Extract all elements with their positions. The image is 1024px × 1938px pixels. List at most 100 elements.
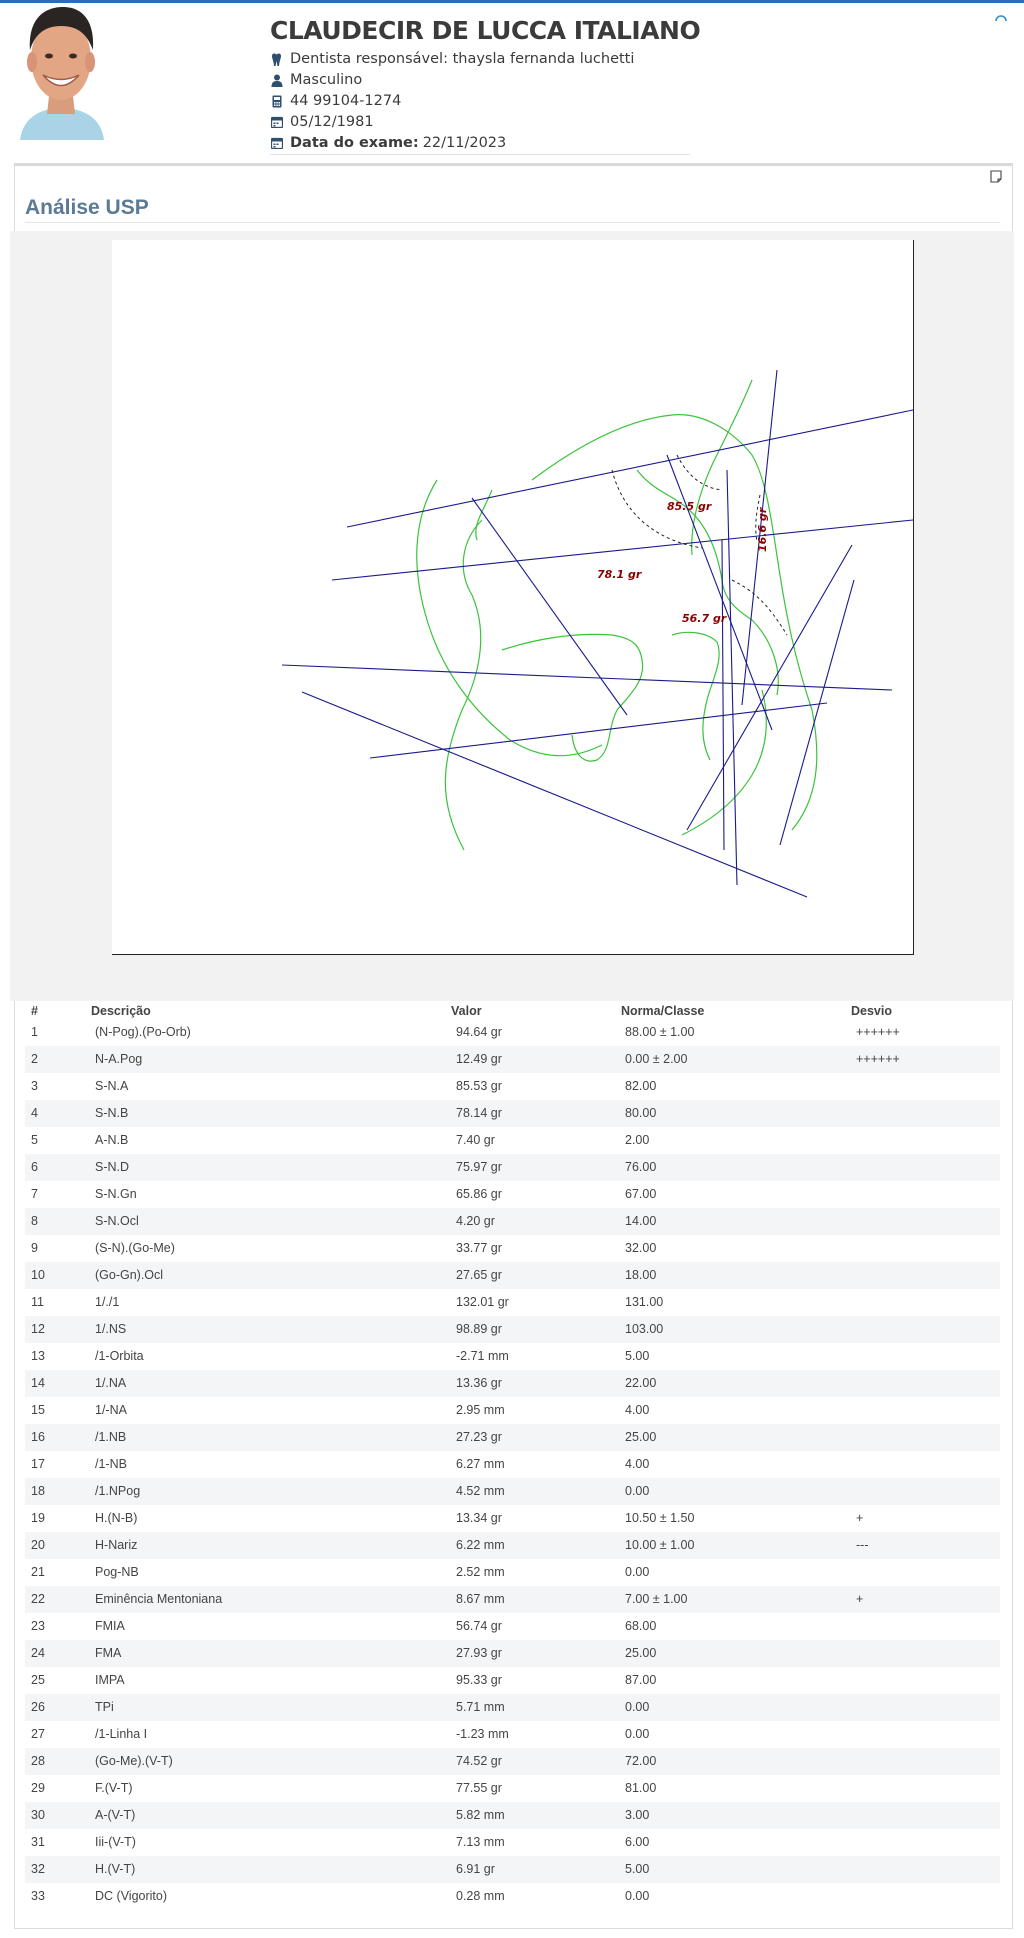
table-row: 24 FMA 27.93 gr 25.00 bbox=[25, 1640, 1000, 1667]
table-header: # Descrição Valor Norma/Classe Desvio bbox=[25, 1001, 1000, 1019]
contour-chin bbox=[681, 689, 767, 836]
row-value: 13.34 gr bbox=[456, 1511, 502, 1525]
table-row: 25 IMPA 95.33 gr 87.00 bbox=[25, 1667, 1000, 1694]
arc-sna bbox=[611, 469, 703, 549]
arc-snb bbox=[676, 454, 723, 491]
cephalometric-tracing: 85.5 gr 78.1 gr 56.7 gr 16.6 gr bbox=[112, 240, 914, 955]
table-row: 11 1/./1 132.01 gr 131.00 bbox=[25, 1289, 1000, 1316]
row-value: 27.23 gr bbox=[456, 1430, 502, 1444]
calendar-icon bbox=[270, 115, 283, 129]
row-value: 6.22 mm bbox=[456, 1538, 505, 1552]
row-norm: 76.00 bbox=[625, 1160, 657, 1174]
table-row: 14 1/.NA 13.36 gr 22.00 bbox=[25, 1370, 1000, 1397]
row-description: A-(V-T) bbox=[95, 1808, 136, 1822]
row-norm: 6.00 bbox=[625, 1835, 650, 1849]
row-description: H.(N-B) bbox=[95, 1511, 138, 1525]
table-row: 4 S-N.B 78.14 gr 80.00 bbox=[25, 1100, 1000, 1127]
exam-date-label: Data do exame: bbox=[290, 135, 419, 151]
row-description: S-N.B bbox=[95, 1106, 129, 1120]
analysis-table: 1 (N-Pog).(Po-Orb) 94.64 gr 88.00 ± 1.00 +++… bbox=[25, 1019, 1000, 1910]
loading-spinner-icon bbox=[994, 14, 1008, 28]
line-frankfort bbox=[331, 519, 914, 581]
row-deviation: + bbox=[856, 1511, 864, 1525]
table-row: 15 1/-NA 2.95 mm 4.00 bbox=[25, 1397, 1000, 1424]
row-description: 1/-NA bbox=[95, 1403, 127, 1417]
row-value: 6.91 gr bbox=[456, 1862, 495, 1876]
row-norm: 82.00 bbox=[625, 1079, 657, 1093]
anatomy-contours bbox=[416, 379, 818, 851]
gender-row: Masculino bbox=[270, 70, 362, 90]
dentist-row: Dentista responsável: thaysla fernanda l… bbox=[270, 49, 634, 69]
row-number: 19 bbox=[31, 1511, 45, 1525]
row-deviation: + bbox=[856, 1592, 864, 1606]
contour-cranial bbox=[531, 414, 818, 831]
row-norm: 3.00 bbox=[625, 1808, 650, 1822]
row-norm: 4.00 bbox=[625, 1457, 650, 1471]
row-norm: 4.00 bbox=[625, 1403, 650, 1417]
line-vertical-axis bbox=[721, 539, 725, 851]
row-description: /1-NB bbox=[95, 1457, 127, 1471]
line-facial bbox=[666, 454, 773, 731]
birthdate-row: 05/12/1981 bbox=[270, 112, 374, 132]
contour-posterior bbox=[416, 479, 603, 757]
row-value: 0.28 mm bbox=[456, 1889, 505, 1903]
row-description: (Go-Me).(V-T) bbox=[95, 1754, 173, 1768]
table-row: 22 Eminência Mentoniana 8.67 mm 7.00 ± 1.00… bbox=[25, 1586, 1000, 1613]
gender-text: Masculino bbox=[290, 72, 363, 88]
row-description: /1.NB bbox=[95, 1430, 127, 1444]
user-icon bbox=[270, 73, 283, 87]
row-value: 8.67 mm bbox=[456, 1592, 505, 1606]
table-row: 18/1.NPog 4.52 mm 0.00 bbox=[25, 1478, 1000, 1505]
row-description: IMPA bbox=[95, 1673, 125, 1687]
tracing-area: 85.5 gr 78.1 gr 56.7 gr 16.6 gr bbox=[10, 231, 1014, 1001]
table-row: 30 A-(V-T) 5.82 mm 3.00 bbox=[25, 1802, 1000, 1829]
row-description: 1/./1 bbox=[95, 1295, 120, 1309]
row-value: 75.97 gr bbox=[456, 1160, 502, 1174]
line-mandibular bbox=[301, 691, 808, 898]
row-norm: 72.00 bbox=[625, 1754, 657, 1768]
row-number: 22 bbox=[31, 1592, 45, 1606]
table-row: 3 S-N.A 85.53 gr 82.00 bbox=[25, 1073, 1000, 1100]
row-value: 94.64 gr bbox=[456, 1025, 502, 1039]
row-description: /1-Linha I bbox=[95, 1727, 148, 1741]
row-value: 7.13 mm bbox=[456, 1835, 505, 1849]
reference-lines bbox=[281, 369, 914, 898]
row-description: 1/.NA bbox=[95, 1376, 127, 1390]
table-row: 19 H.(N-B) 13.34 gr 10.50 ± 1.50 + bbox=[25, 1505, 1000, 1532]
row-number: 1 bbox=[31, 1025, 38, 1039]
row-norm: 88.00 ± 1.00 bbox=[625, 1025, 695, 1039]
row-number: 13 bbox=[31, 1349, 45, 1363]
row-description: S-N.A bbox=[95, 1079, 129, 1093]
table-row: 2 N-A.Pog 12.49 gr 0.00 ± 2.00 ++++++ bbox=[25, 1046, 1000, 1073]
patient-info: CLAUDECIR DE LUCCA ITALIANO Dentista res… bbox=[270, 16, 701, 155]
table-row: 12 1/.NS 98.89 gr 103.00 bbox=[25, 1316, 1000, 1343]
row-norm: 103.00 bbox=[625, 1322, 664, 1336]
row-value: 12.49 gr bbox=[456, 1052, 502, 1066]
top-accent-bar bbox=[0, 0, 1024, 3]
row-value: 13.36 gr bbox=[456, 1376, 502, 1390]
row-norm: 5.00 bbox=[625, 1349, 650, 1363]
row-norm: 0.00 bbox=[625, 1727, 650, 1741]
header-number: # bbox=[31, 1004, 38, 1018]
row-value: 5.82 mm bbox=[456, 1808, 505, 1822]
row-description: H-Nariz bbox=[95, 1538, 138, 1552]
row-norm: 10.00 ± 1.00 bbox=[625, 1538, 695, 1552]
row-number: 30 bbox=[31, 1808, 45, 1822]
row-deviation: --- bbox=[856, 1538, 869, 1552]
row-norm: 25.00 bbox=[625, 1430, 657, 1444]
row-norm: 131.00 bbox=[625, 1295, 664, 1309]
dentist-text: Dentista responsável: thaysla fernanda l… bbox=[290, 51, 635, 67]
row-value: 27.65 gr bbox=[456, 1268, 502, 1282]
phone-text: 44 99104-1274 bbox=[290, 93, 402, 109]
row-number: 32 bbox=[31, 1862, 45, 1876]
row-norm: 68.00 bbox=[625, 1619, 657, 1633]
row-value: 85.53 gr bbox=[456, 1079, 502, 1093]
row-number: 9 bbox=[31, 1241, 38, 1255]
table-row: 33 DC (Vigorito) 0.28 mm 0.00 bbox=[25, 1883, 1000, 1910]
note-icon[interactable] bbox=[990, 170, 1002, 183]
row-norm: 0.00 bbox=[625, 1484, 650, 1498]
row-value: 98.89 gr bbox=[456, 1322, 502, 1336]
table-row: 7 S-N.Gn 65.86 gr 67.00 bbox=[25, 1181, 1000, 1208]
row-description: (N-Pog).(Po-Orb) bbox=[95, 1025, 191, 1039]
row-number: 14 bbox=[31, 1376, 45, 1390]
